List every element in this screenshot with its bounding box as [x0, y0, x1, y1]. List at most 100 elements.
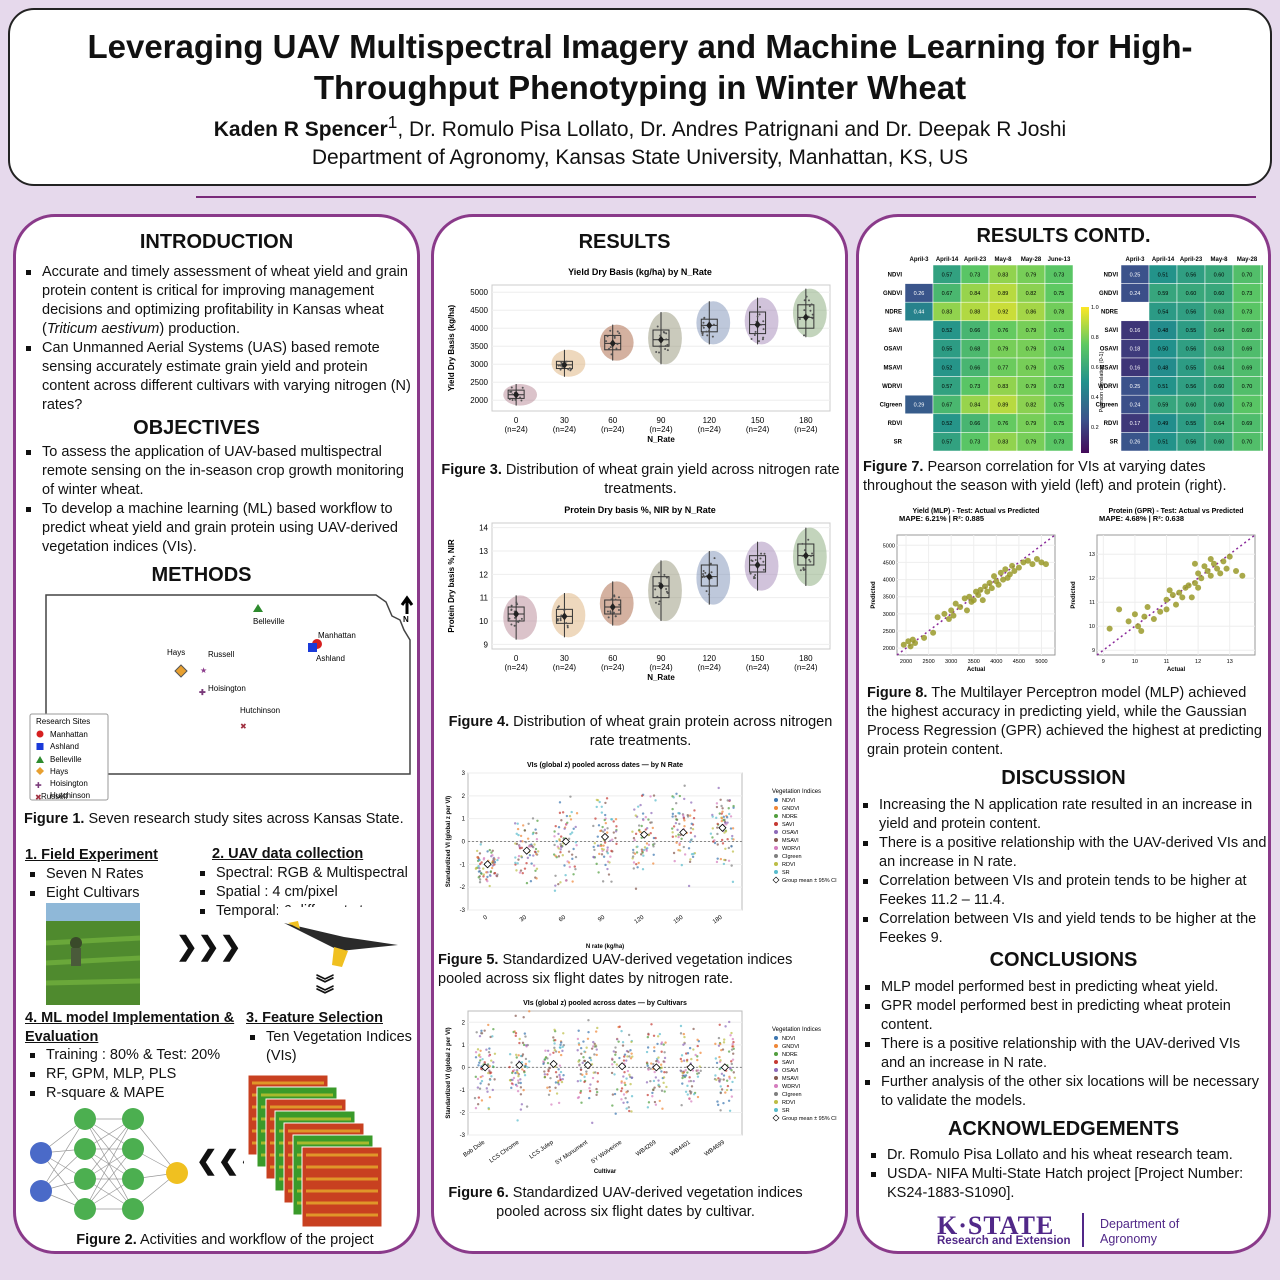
- introduction-list: Accurate and timely assessment of wheat …: [22, 263, 412, 415]
- yield-heatmap-value: 0.75: [1054, 291, 1065, 297]
- kstate-wordmark: K·STATE: [937, 1211, 1055, 1240]
- vi-point: [661, 1107, 664, 1110]
- vi-point: [688, 1097, 691, 1101]
- vi-point: [732, 1040, 735, 1044]
- heatmap-column-label: May-8: [994, 257, 1012, 263]
- column-results-discussion: RESULTS CONTD. April-3 April-14 April-23 Ma…: [856, 214, 1271, 1254]
- y-axis-label: Yield Dry Basis (kg/ha): [447, 304, 456, 391]
- discussion-item: Correlation between VIs and protein tend…: [859, 872, 1267, 910]
- chart-title: VIs (global z) pooled across dates — by …: [523, 1000, 687, 1007]
- vi-point: [714, 1074, 717, 1077]
- heatmap-row-label: SR: [894, 440, 903, 446]
- legend-marker: [774, 1060, 778, 1064]
- conclusion-item: MLP model performed best in predicting w…: [861, 978, 1261, 997]
- vi-point: [622, 1055, 626, 1058]
- vi-point: [653, 1100, 657, 1104]
- vi-point: [524, 1064, 527, 1068]
- vi-point: [492, 1027, 495, 1031]
- vi-point: [591, 1121, 594, 1125]
- heatmap-row-label: OSAVI: [1100, 347, 1119, 353]
- x-tick-label: 13: [1227, 659, 1233, 665]
- vi-point: [576, 1096, 580, 1100]
- data-point: [518, 619, 521, 622]
- vi-point: [579, 1089, 583, 1093]
- vi-point: [645, 1050, 649, 1054]
- vi-point: [575, 812, 579, 815]
- vi-point: [561, 1077, 565, 1081]
- mean-marker: [658, 582, 664, 590]
- x-tick-label: 4500: [1013, 659, 1025, 665]
- vi-point: [653, 842, 656, 845]
- yield-heatmap-cell: [904, 413, 934, 433]
- yield-heatmap-value: 0.75: [1054, 421, 1065, 427]
- vi-point: [517, 1054, 520, 1057]
- vi-point: [570, 853, 574, 856]
- yield-heatmap-value: 0.83: [998, 440, 1009, 446]
- vi-point: [627, 1033, 631, 1037]
- vi-point: [514, 1071, 517, 1075]
- vi-point: [665, 1085, 668, 1089]
- heatmap-column-label: April-23: [964, 257, 987, 263]
- vi-point: [683, 797, 686, 801]
- discussion-item: There is a positive relationship with th…: [859, 834, 1267, 872]
- step-2-item: Spectral: RGB & Multispectral: [196, 864, 417, 883]
- vi-point: [718, 1067, 721, 1071]
- vi-point: [523, 829, 527, 832]
- vi-point: [479, 1082, 482, 1085]
- vi-point: [652, 845, 655, 848]
- vi-point: [716, 826, 719, 829]
- vi-point: [521, 840, 524, 843]
- vi-point: [549, 1076, 552, 1080]
- group-mean-marker: [549, 1059, 558, 1069]
- protein-heatmap-cell: [1260, 376, 1263, 396]
- vi-point: [564, 873, 567, 877]
- vi-point: [715, 805, 719, 809]
- y-tick-label: 10: [1089, 624, 1095, 630]
- vi-point: [559, 843, 562, 846]
- vi-point: [515, 1084, 519, 1088]
- legend-marker: [774, 830, 778, 834]
- data-point: [662, 331, 665, 334]
- mean-marker: [706, 321, 713, 330]
- vi-point: [552, 1036, 555, 1039]
- vi-point: [686, 1084, 689, 1088]
- legend-label: OSAVI: [782, 830, 799, 836]
- data-point: [756, 315, 759, 318]
- vi-point: [607, 873, 611, 876]
- vi-point: [683, 819, 686, 822]
- protein-heatmap-value: 0.56: [1186, 347, 1197, 353]
- site-label-hays: Hays: [167, 648, 185, 657]
- data-point: [751, 560, 754, 563]
- protein-heatmap-value: 0.56: [1186, 440, 1197, 446]
- violin-shape: [648, 560, 682, 621]
- legend-marker: [774, 854, 778, 858]
- data-point: [514, 398, 517, 401]
- heatmap-row-label: OSAVI: [884, 347, 903, 353]
- vi-point: [656, 1042, 659, 1046]
- vi-point: [696, 1095, 700, 1099]
- prediction-point: [988, 585, 995, 592]
- vi-point: [626, 1055, 629, 1058]
- legend-marker: [774, 846, 778, 850]
- x-tick-n-label: (n=24): [601, 425, 625, 434]
- prediction-point: [952, 600, 959, 607]
- vi-point: [565, 823, 568, 826]
- vi-point: [641, 812, 645, 815]
- vi-point: [653, 1046, 656, 1049]
- yield-heatmap-value: 0.55: [942, 347, 953, 353]
- legend-label: NDVI: [782, 798, 796, 804]
- vi-point: [600, 811, 604, 814]
- vi-point: [522, 1088, 525, 1092]
- vi-point: [474, 1056, 478, 1059]
- group-mean-marker: [481, 1063, 490, 1072]
- vi-point: [588, 1086, 591, 1090]
- vi-point: [594, 817, 597, 820]
- figure-5-text: Standardized UAV-derived vegetation indi…: [438, 952, 793, 987]
- acknowledgements-list: Dr. Romulo Pisa Lollato and his wheat re…: [867, 1146, 1267, 1203]
- data-point: [713, 557, 716, 560]
- vi-point: [559, 881, 562, 884]
- identity-line: [896, 534, 1056, 656]
- protein-heatmap-value: 0.48: [1158, 365, 1169, 371]
- vi-point: [688, 860, 692, 864]
- x-tick-label: LCS Julep: [529, 1139, 556, 1160]
